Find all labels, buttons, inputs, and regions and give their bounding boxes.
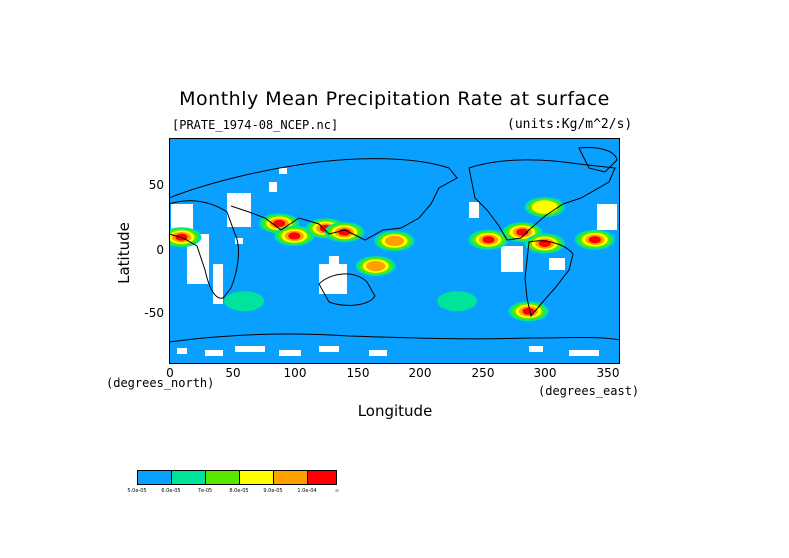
- missing-patch: [227, 193, 251, 227]
- missing-patch: [279, 168, 287, 174]
- y-axis-units-note: (degrees_north): [106, 376, 215, 390]
- legend-label: 1.0e-04: [297, 488, 317, 494]
- precip-region: [288, 232, 301, 240]
- precip-region: [224, 291, 265, 312]
- missing-data-patches: [171, 168, 617, 356]
- missing-patch: [279, 350, 301, 356]
- missing-patch: [177, 348, 187, 354]
- precip-region: [273, 219, 286, 227]
- coastline-south-america: [524, 240, 574, 318]
- legend-label: ∞: [334, 488, 340, 494]
- missing-patch: [501, 246, 523, 272]
- legend-label: 9.0e-05: [263, 488, 283, 494]
- missing-patch: [187, 234, 209, 284]
- missing-patch: [213, 264, 223, 304]
- x-tick-label: 100: [283, 366, 307, 380]
- y-tick-label: -50: [144, 306, 164, 320]
- precip-region: [522, 307, 535, 315]
- missing-patch: [529, 346, 543, 352]
- legend-label: 5.0e-05: [127, 488, 147, 494]
- x-tick-label: 250: [471, 366, 495, 380]
- missing-patch: [319, 346, 339, 352]
- legend-swatch-2: [171, 470, 206, 485]
- precip-region: [366, 260, 386, 272]
- x-axis-label: Longitude: [357, 402, 433, 420]
- missing-patch: [549, 258, 565, 270]
- x-tick-label: 0: [166, 366, 174, 380]
- legend-swatch-4: [239, 470, 274, 485]
- missing-patch: [235, 346, 265, 352]
- coastline-greenland: [578, 147, 618, 173]
- precipitation-fields: [169, 197, 615, 322]
- units-label: (units:Kg/m^2/s): [507, 117, 633, 132]
- x-tick-label: 200: [408, 366, 432, 380]
- legend-label: 8.0e-05: [229, 488, 249, 494]
- legend-swatch-6: [307, 470, 337, 485]
- missing-patch: [469, 202, 479, 218]
- x-tick-label: 300: [533, 366, 557, 380]
- missing-patch: [171, 204, 193, 232]
- precip-region: [482, 236, 495, 244]
- legend-swatch-1: [137, 470, 172, 485]
- x-tick-label: 150: [346, 366, 370, 380]
- y-tick-label: 0: [156, 243, 164, 257]
- missing-patch: [597, 204, 617, 230]
- file-label: [PRATE_1974-08_NCEP.nc]: [172, 118, 339, 132]
- coastline-eurasia: [169, 158, 458, 241]
- coastline-africa: [169, 200, 239, 299]
- legend-swatch-3: [205, 470, 240, 485]
- coastline-north-america: [468, 159, 616, 241]
- precip-region: [588, 236, 601, 244]
- missing-patch: [329, 256, 339, 264]
- precipitation-map: [169, 138, 620, 364]
- missing-patch: [369, 350, 387, 356]
- precip-region: [437, 291, 478, 312]
- missing-patch: [235, 238, 243, 244]
- missing-patch: [269, 182, 277, 192]
- precip-region: [385, 235, 404, 247]
- legend-swatch-5: [273, 470, 308, 485]
- chart-title: Monthly Mean Precipitation Rate at surfa…: [179, 88, 610, 110]
- y-tick-label: 50: [148, 178, 164, 192]
- coastline-australia: [318, 273, 376, 306]
- missing-patch: [319, 264, 347, 294]
- missing-patch: [205, 350, 223, 356]
- coastline-antarctica: [169, 333, 620, 343]
- x-tick-label: 350: [596, 366, 620, 380]
- coastlines: [169, 147, 620, 343]
- x-tick-label: 50: [225, 366, 241, 380]
- x-axis-units-note: (degrees_east): [538, 384, 640, 398]
- precip-region: [531, 200, 558, 214]
- legend-label: 7e-05: [197, 488, 213, 494]
- plot-frame: [169, 138, 620, 364]
- legend-label: 6.0e-05: [161, 488, 181, 494]
- missing-patch: [569, 350, 599, 356]
